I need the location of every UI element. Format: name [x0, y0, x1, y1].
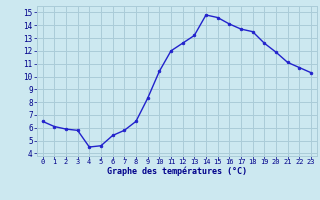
X-axis label: Graphe des températures (°C): Graphe des températures (°C)	[107, 167, 247, 176]
